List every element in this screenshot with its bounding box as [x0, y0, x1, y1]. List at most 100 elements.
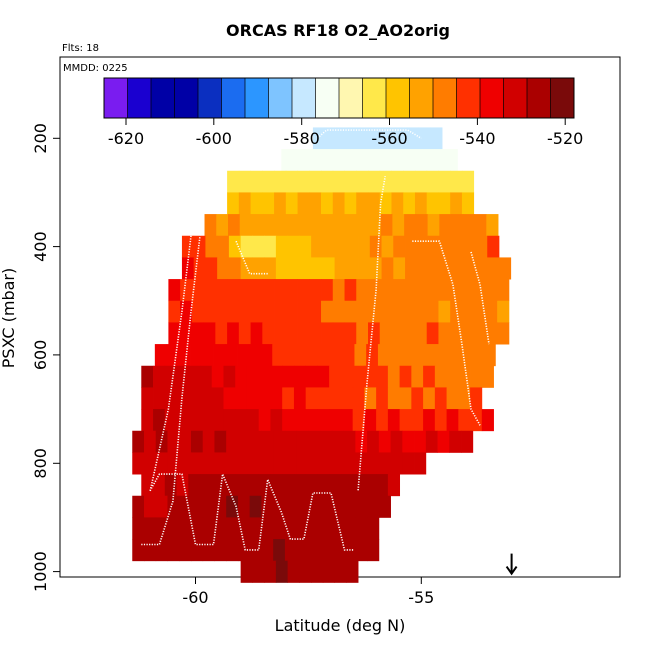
heatmap-cell [201, 344, 214, 367]
heatmap-cell [414, 170, 428, 193]
heatmap-cell [200, 474, 213, 497]
heatmap-cell [308, 495, 321, 518]
heatmap-cell [275, 257, 289, 280]
heatmap-cell [228, 257, 242, 280]
heatmap-cell [403, 300, 416, 323]
heatmap-cell [399, 409, 412, 432]
heatmap-cell [376, 474, 389, 497]
heatmap-cell [179, 495, 192, 518]
heatmap-cell [239, 214, 252, 237]
colorbar-tick-label: -560 [371, 129, 407, 148]
heatmap-cell [471, 344, 485, 367]
heatmap-cell [227, 279, 240, 302]
heatmap-cell [497, 279, 510, 302]
heatmap-cell [402, 430, 415, 453]
heatmap-cell [440, 257, 453, 280]
heatmap-cell [226, 452, 239, 475]
heatmap-cell [282, 365, 295, 388]
heatmap-cell [228, 235, 242, 258]
heatmap-cell [286, 214, 299, 237]
heatmap-cell [375, 149, 388, 172]
heatmap-cell [355, 495, 368, 518]
heatmap-cell [320, 430, 333, 453]
heatmap-cell [381, 257, 394, 280]
heatmap-cell [470, 365, 483, 388]
heatmap-cell [285, 300, 298, 323]
heatmap-cell [227, 300, 240, 323]
heatmap-cell [282, 409, 295, 432]
heatmap-cell [367, 539, 380, 562]
heatmap-cell [367, 430, 380, 453]
heatmap-cell [309, 300, 322, 323]
heatmap-cell [414, 279, 428, 302]
heatmap-cell [340, 149, 353, 172]
colorbar-swatch [339, 78, 363, 118]
heatmap-cell [452, 235, 465, 258]
heatmap-cell [223, 365, 236, 388]
position-arrow [505, 553, 518, 576]
heatmap-cell [423, 387, 436, 410]
heatmap-cell [434, 365, 447, 388]
heatmap-cell [215, 300, 228, 323]
heatmap-cell [249, 495, 262, 518]
heatmap-cell [214, 452, 227, 475]
heatmap-cell [422, 149, 435, 172]
heatmap-cell [391, 192, 404, 215]
heatmap-cell [321, 214, 335, 237]
heatmap-cell [367, 517, 380, 540]
heatmap-cell [340, 409, 354, 432]
heatmap-cell [368, 322, 381, 345]
heatmap-cell [263, 214, 276, 237]
heatmap-cell [367, 452, 380, 475]
heatmap-cell [141, 387, 154, 410]
heatmap-cell [274, 192, 287, 215]
heatmap-cell [153, 409, 166, 432]
heatmap-cell [446, 365, 459, 388]
heatmap-cell [340, 365, 354, 388]
heatmap-cell [191, 322, 205, 345]
heatmap-cell [296, 430, 309, 453]
heatmap-cell [359, 127, 373, 150]
heatmap-cell [393, 257, 406, 280]
heatmap-cell [387, 365, 401, 388]
heatmap-cell [356, 170, 369, 193]
heatmap-cell [390, 430, 403, 453]
heatmap-cell [155, 495, 168, 518]
heatmap-cell [376, 365, 389, 388]
heatmap-cell [226, 539, 239, 562]
heatmap-cell [284, 495, 298, 518]
heatmap-cell [379, 279, 392, 302]
heatmap-cell [368, 170, 381, 193]
flight-track-segment [149, 235, 354, 551]
heatmap-cell [188, 474, 201, 497]
heatmap-cell [168, 279, 181, 302]
heatmap-cell [309, 322, 322, 345]
heatmap-cell [223, 387, 236, 410]
heatmap-cell [167, 452, 180, 475]
heatmap-cell [357, 214, 370, 237]
heatmap-cell [274, 279, 287, 302]
heatmap-cell [405, 257, 418, 280]
heatmap-cell [308, 430, 321, 453]
heatmap-cell [475, 235, 488, 258]
heatmap-cell [345, 214, 358, 237]
heatmap-cell [333, 214, 346, 237]
heatmap-cell [188, 409, 201, 432]
heatmap-cell [176, 474, 189, 497]
heatmap-cell [364, 474, 377, 497]
y-axis-label: PSXC (mbar) [0, 268, 18, 368]
heatmap-cell [132, 430, 145, 453]
heatmap-cell [153, 387, 166, 410]
x-tick-label: -55 [408, 588, 434, 607]
heatmap-cell [237, 517, 251, 540]
heatmap-cell [217, 235, 230, 258]
heatmap-cell [141, 365, 154, 388]
heatmap-cell [406, 127, 419, 150]
heatmap-cell [240, 235, 253, 258]
heatmap-cell [203, 300, 216, 323]
heatmap-cell [252, 560, 265, 583]
heatmap-cell [391, 170, 404, 193]
heatmap-cell [181, 257, 195, 280]
heatmap-cell [228, 214, 241, 237]
heatmap-cell [264, 560, 277, 583]
